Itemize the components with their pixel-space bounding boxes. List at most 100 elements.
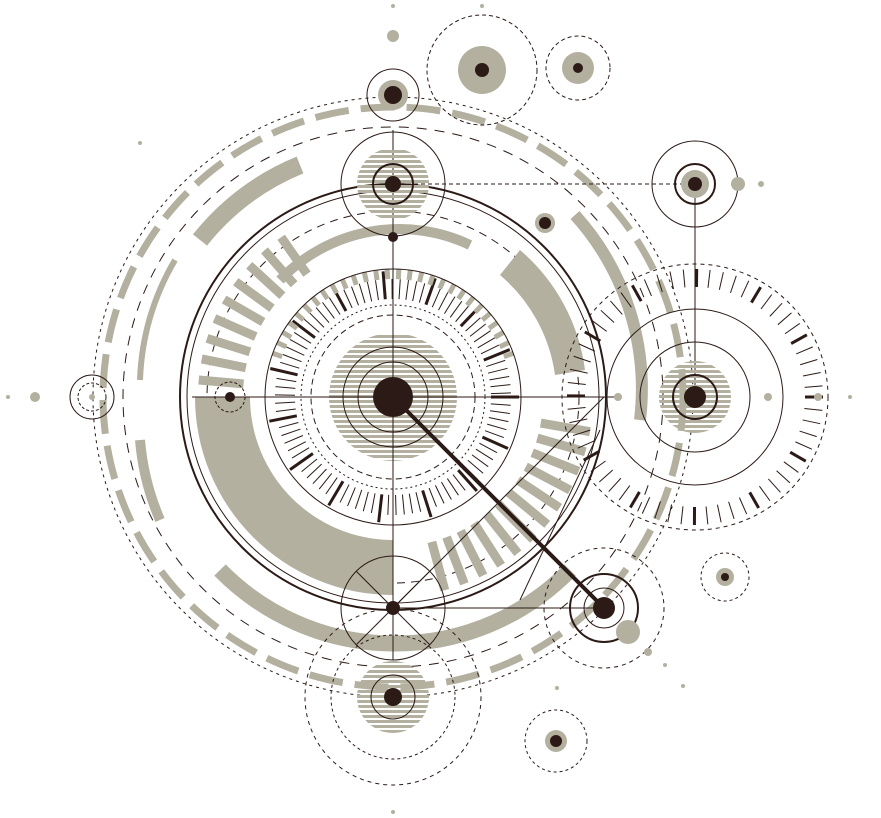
pointer-hand: [391, 395, 606, 610]
inner-tick: [278, 422, 299, 429]
inner-tick: [354, 489, 363, 509]
right-gauge-tick: [641, 497, 651, 514]
gauge-bar: [483, 511, 522, 557]
inner-tick: [395, 494, 397, 515]
right-gauge-dashed: [561, 263, 829, 531]
bottom-node-dashed: [304, 608, 482, 786]
small-dark-node-hub: [539, 217, 551, 229]
right-gauge-tick: [590, 460, 606, 472]
inner-tick-ring: [269, 271, 519, 523]
gauge-bar: [427, 540, 450, 592]
right-gauge: [561, 263, 829, 531]
inner-tan-tick: [456, 289, 467, 301]
right-gauge-tick: [804, 385, 823, 388]
right-gauge-tick: [567, 407, 586, 410]
right-gauge-tick: [654, 501, 661, 519]
gauge-bar: [505, 489, 551, 528]
tan-arc-left-upper: [192, 156, 304, 246]
upper-right-node-hub: [688, 177, 702, 191]
inner-tick: [358, 283, 366, 304]
right-gauge-tick: [750, 286, 762, 304]
right-gauge-left-dot: [614, 393, 622, 401]
right-gauge-tick: [584, 330, 602, 343]
gauge-bar: [530, 448, 581, 476]
right-gauge-hub: [684, 386, 706, 408]
inner-tan-tick: [340, 278, 349, 290]
inner-tick: [405, 279, 410, 300]
right-gauge-tick: [620, 292, 632, 308]
gauge-bar: [200, 354, 247, 373]
right-gauge-tick: [799, 430, 817, 438]
radial-bars-left: [198, 234, 311, 389]
left-node-ring: [69, 374, 115, 420]
left-node: [30, 374, 246, 420]
inner-tan-tick: [447, 283, 457, 295]
inner-tick: [312, 468, 327, 485]
scatter-dot: [555, 686, 559, 690]
scatter-dot: [138, 141, 142, 145]
inner-tan-tick: [480, 311, 492, 322]
top-right-node-hub: [573, 63, 583, 73]
gauge-bar: [442, 535, 469, 586]
inner-tick: [351, 286, 359, 306]
pointer-end-ring-inner: [583, 587, 625, 629]
inner-tick: [473, 330, 491, 343]
inner-tan-tick: [329, 283, 339, 295]
top-node-hub: [385, 176, 401, 192]
inner-tick: [370, 493, 376, 514]
inner-tick: [486, 359, 506, 368]
top-right-node-ring: [545, 35, 611, 101]
inner-tick: [441, 481, 452, 500]
inner-tick: [477, 337, 496, 349]
pointer-end-hub: [593, 597, 615, 619]
upper-right-side-dot: [731, 177, 745, 191]
right-gauge-tick: [572, 429, 591, 437]
right-gauge-tick: [569, 418, 588, 424]
inner-tick: [446, 478, 459, 496]
tan-arc-left-lower: [135, 439, 165, 522]
bottom-cross-circle: [340, 555, 446, 661]
scatter-dot: [663, 663, 667, 667]
gauge-bar: [233, 278, 275, 312]
right-gauge-ticks: [566, 268, 823, 526]
bottom-nodes: [304, 547, 750, 786]
inner-tan-tick: [287, 320, 299, 331]
bottom-node-hub: [384, 688, 402, 706]
pointer-end-dashed: [543, 547, 665, 669]
gauge-bar: [212, 314, 258, 341]
top-node-ring: [372, 163, 414, 205]
right-gauge-tick: [577, 440, 595, 449]
top-small-dot: [387, 30, 399, 42]
inner-tick: [309, 312, 325, 328]
scatter-dot: [848, 395, 852, 399]
right-gauge-ring-1: [606, 308, 784, 486]
inner-tick: [434, 485, 445, 504]
inner-tick: [408, 493, 414, 514]
inner-tick: [269, 414, 298, 423]
right-gauge-tick: [768, 478, 781, 493]
gauge-bar: [515, 476, 563, 512]
top-node: [340, 131, 446, 242]
inner-tick: [457, 469, 478, 493]
inner-tick: [484, 430, 504, 439]
inner-tan-tick: [350, 274, 359, 286]
inner-tick: [381, 271, 387, 300]
inner-tick: [489, 375, 510, 381]
inner-tick: [276, 377, 297, 383]
inner-tan-tick: [361, 271, 369, 283]
right-gauge-tick: [804, 408, 823, 411]
inner-tick: [275, 401, 296, 404]
inner-tick: [490, 384, 511, 388]
right-gauge-ring-3: [672, 374, 718, 420]
inner-tick: [322, 302, 335, 319]
inner-tick: [366, 281, 373, 302]
left-node-hub: [89, 394, 95, 400]
tan-sector-lower-left: [195, 397, 393, 595]
inner-tick: [415, 492, 422, 512]
inner-tan-tick: [373, 269, 380, 281]
inner-tick: [428, 487, 437, 507]
right-gauge-tick: [802, 419, 821, 425]
tan-sector-upper-right: [500, 250, 585, 375]
inner-tick: [387, 494, 390, 515]
top-small-node-ring: [366, 68, 420, 122]
